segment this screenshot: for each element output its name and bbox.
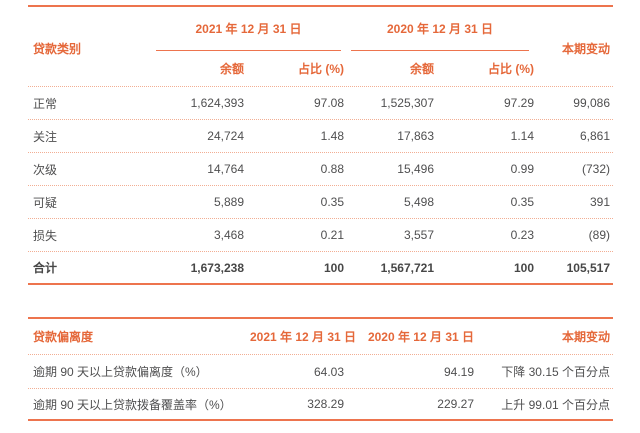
row-pct-2020: 0.99 bbox=[510, 162, 534, 176]
row-balance-2021: 3,468 bbox=[213, 228, 244, 242]
year-2021-group-header: 2021 年 12 月 31 日 bbox=[156, 7, 341, 51]
row-pct-2020: 0.23 bbox=[510, 228, 534, 242]
row-pct-2021: 1.48 bbox=[320, 129, 344, 143]
pct-2021-header: 占比 (%) bbox=[298, 61, 344, 76]
total-change: 105,517 bbox=[566, 260, 610, 275]
table-row-special-mention: 关注 24,724 1.48 17,863 1.14 6,861 bbox=[28, 120, 613, 153]
row-change: 391 bbox=[589, 195, 610, 209]
row-pct-2020: 0.35 bbox=[510, 195, 534, 209]
row-label: 逾期 90 天以上贷款偏离度（%） bbox=[33, 365, 208, 379]
total-pct-2020: 100 bbox=[513, 260, 534, 275]
loan-category-table-header: 贷款类别 2021 年 12 月 31 日 2020 年 12 月 31 日 本… bbox=[28, 7, 613, 87]
row-change: 上升 99.01 个百分点 bbox=[501, 397, 610, 412]
balance-2020-header: 余额 bbox=[409, 61, 434, 76]
table-row-provision-coverage: 逾期 90 天以上贷款拨备覆盖率（%） 328.29 229.27 上升 99.… bbox=[28, 389, 613, 421]
row-pct-2021: 97.08 bbox=[313, 96, 344, 110]
row-value-2021: 328.29 bbox=[307, 397, 344, 411]
row-change: 99,086 bbox=[573, 96, 610, 110]
loan-category-table: 贷款类别 2021 年 12 月 31 日 2020 年 12 月 31 日 本… bbox=[28, 5, 613, 285]
row-change: (732) bbox=[581, 162, 610, 176]
year-2021-label: 2021 年 12 月 31 日 bbox=[250, 330, 357, 344]
year-2020-group-header: 2020 年 12 月 31 日 bbox=[351, 7, 529, 51]
row-category: 损失 bbox=[33, 228, 58, 243]
pct-2020-header: 占比 (%) bbox=[488, 61, 534, 76]
row-value-2020: 229.27 bbox=[437, 397, 474, 411]
sub-header-row: 余额 占比 (%) 余额 占比 (%) bbox=[28, 50, 613, 86]
table-row-doubtful: 可疑 5,889 0.35 5,498 0.35 391 bbox=[28, 186, 613, 219]
total-balance-2020: 1,567,721 bbox=[380, 260, 434, 275]
loan-deviation-table: 贷款偏离度 2021 年 12 月 31 日 2020 年 12 月 31 日 … bbox=[28, 317, 613, 421]
row-category: 可疑 bbox=[33, 195, 58, 210]
row-label: 逾期 90 天以上贷款拨备覆盖率（%） bbox=[33, 397, 232, 412]
total-balance-2021: 1,673,238 bbox=[190, 260, 244, 275]
row-category: 正常 bbox=[33, 96, 58, 111]
deviation-table-header: 贷款偏离度 2021 年 12 月 31 日 2020 年 12 月 31 日 … bbox=[28, 319, 613, 355]
category-column-header: 贷款类别 bbox=[33, 42, 82, 56]
row-balance-2020: 15,496 bbox=[397, 162, 434, 176]
total-category: 合计 bbox=[33, 261, 58, 275]
row-value-2020: 94.19 bbox=[443, 364, 474, 379]
deviation-column-header: 贷款偏离度 bbox=[33, 330, 94, 344]
row-pct-2021: 0.21 bbox=[320, 228, 344, 242]
row-balance-2021: 1,624,393 bbox=[190, 96, 244, 110]
row-category: 次级 bbox=[33, 162, 58, 177]
row-balance-2020: 3,557 bbox=[403, 228, 434, 242]
row-change: (89) bbox=[588, 228, 610, 242]
table-row-substandard: 次级 14,764 0.88 15,496 0.99 (732) bbox=[28, 153, 613, 186]
total-pct-2021: 100 bbox=[323, 260, 344, 275]
period-change-column-header: 本期变动 bbox=[561, 42, 610, 56]
row-balance-2021: 5,889 bbox=[213, 195, 244, 209]
year-2021-label: 2021 年 12 月 31 日 bbox=[195, 22, 302, 36]
row-pct-2020: 1.14 bbox=[510, 129, 534, 143]
year-2020-label: 2020 年 12 月 31 日 bbox=[367, 330, 474, 344]
table-row-deviation-ratio: 逾期 90 天以上贷款偏离度（%） 64.03 94.19 下降 30.15 个… bbox=[28, 355, 613, 389]
period-change-column-header: 本期变动 bbox=[561, 330, 610, 344]
row-balance-2021: 24,724 bbox=[207, 129, 244, 143]
balance-2021-header: 余额 bbox=[219, 61, 244, 76]
row-pct-2021: 0.35 bbox=[320, 195, 344, 209]
table-row-loss: 损失 3,468 0.21 3,557 0.23 (89) bbox=[28, 219, 613, 252]
row-category: 关注 bbox=[33, 129, 58, 144]
row-change: 6,861 bbox=[579, 129, 610, 143]
row-change: 下降 30.15 个百分点 bbox=[501, 365, 610, 379]
row-pct-2021: 0.88 bbox=[320, 162, 344, 176]
row-pct-2020: 97.29 bbox=[503, 96, 534, 110]
row-balance-2020: 5,498 bbox=[403, 195, 434, 209]
row-balance-2021: 14,764 bbox=[207, 162, 244, 176]
row-balance-2020: 1,525,307 bbox=[380, 96, 434, 110]
table-row-total: 合计 1,673,238 100 1,567,721 100 105,517 bbox=[28, 252, 613, 285]
row-balance-2020: 17,863 bbox=[397, 129, 434, 143]
table-row-normal: 正常 1,624,393 97.08 1,525,307 97.29 99,08… bbox=[28, 87, 613, 120]
row-value-2021: 64.03 bbox=[313, 364, 344, 379]
year-2020-label: 2020 年 12 月 31 日 bbox=[386, 22, 494, 36]
